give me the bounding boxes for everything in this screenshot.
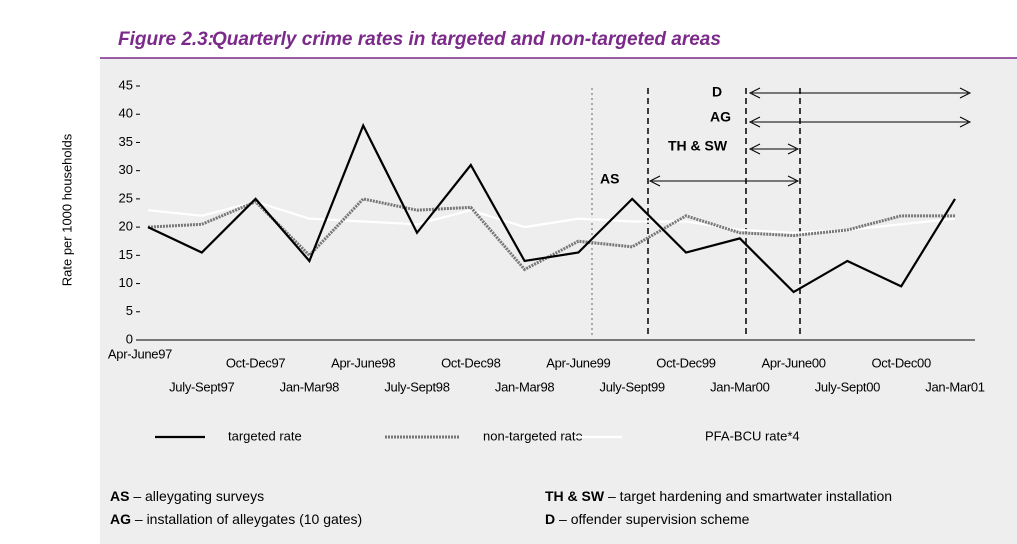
note-text: – installation of alleygates (10 gates) xyxy=(135,511,362,527)
y-tick-label: 5 xyxy=(126,303,133,318)
x-tick-label: Jan-Mar98 xyxy=(280,379,340,394)
arrow-head xyxy=(748,143,800,155)
arrow-head xyxy=(648,175,800,187)
x-tick-label: July-Sept00 xyxy=(815,379,880,394)
x-tick-label: Jan-Mar01 xyxy=(925,379,985,394)
x-tick-label: Oct-Dec97 xyxy=(226,355,286,370)
y-tick-label: 45 xyxy=(119,77,133,92)
x-tick-label: Jan-Mar98 xyxy=(495,379,555,394)
x-tick-label: Apr-June00 xyxy=(761,355,825,370)
annotation: D xyxy=(712,84,722,100)
x-tick-label: July-Sept99 xyxy=(600,379,665,394)
x-tick-label: Jan-Mar00 xyxy=(710,379,770,394)
x-tick-label: July-Sept98 xyxy=(384,379,449,394)
note-text: – offender supervision scheme xyxy=(559,511,750,527)
note-text: – target hardening and smartwater instal… xyxy=(608,488,892,504)
y-tick-label: 40 xyxy=(119,106,133,121)
legend-label: PFA-BCU rate*4 xyxy=(705,428,800,443)
x-tick-label: Oct-Dec99 xyxy=(656,355,716,370)
y-axis-label: Rate per 1000 households xyxy=(59,133,74,286)
note: TH & SW – target hardening and smartwate… xyxy=(545,488,892,504)
x-tick-label: Oct-Dec00 xyxy=(871,355,931,370)
chart-title: Quarterly crime rates in targeted and no… xyxy=(212,29,721,50)
note-abbr: AG xyxy=(110,511,131,527)
arrow-head xyxy=(748,87,972,99)
x-tick-label: Oct-Dec98 xyxy=(441,355,501,370)
note-abbr: AS xyxy=(110,488,129,504)
y-tick-label: 10 xyxy=(119,275,133,290)
chart-title-prefix: Figure 2.3: xyxy=(118,29,214,50)
note: D – offender supervision scheme xyxy=(545,511,750,527)
x-tick-label: Apr-June99 xyxy=(546,355,610,370)
x-tick-label: July-Sept97 xyxy=(169,379,234,394)
legend-label: targeted rate xyxy=(228,428,302,443)
series-line xyxy=(147,122,956,294)
x-tick-label: Apr-June97 xyxy=(108,346,172,361)
y-tick-label: 25 xyxy=(119,190,133,205)
note: AG – installation of alleygates (10 gate… xyxy=(110,511,362,527)
y-tick-label: 30 xyxy=(119,162,133,177)
note-text: – alleygating surveys xyxy=(133,488,264,504)
legend-label: non-targeted rate xyxy=(483,428,583,443)
note-abbr: TH & SW xyxy=(545,488,605,504)
arrows xyxy=(648,87,972,187)
note: AS – alleygating surveys xyxy=(110,488,264,504)
y-tick-label: 20 xyxy=(119,219,133,234)
annotation: AS xyxy=(600,171,619,187)
annotation: TH & SW xyxy=(668,138,728,154)
arrow-head xyxy=(748,116,972,128)
background xyxy=(100,58,1017,544)
x-tick-label: Apr-June98 xyxy=(331,355,395,370)
annotation: AG xyxy=(710,109,731,125)
y-tick-label: 0 xyxy=(126,331,133,346)
y-tick-label: 15 xyxy=(119,247,133,262)
y-tick-label: 35 xyxy=(119,134,133,149)
note-abbr: D xyxy=(545,511,555,527)
